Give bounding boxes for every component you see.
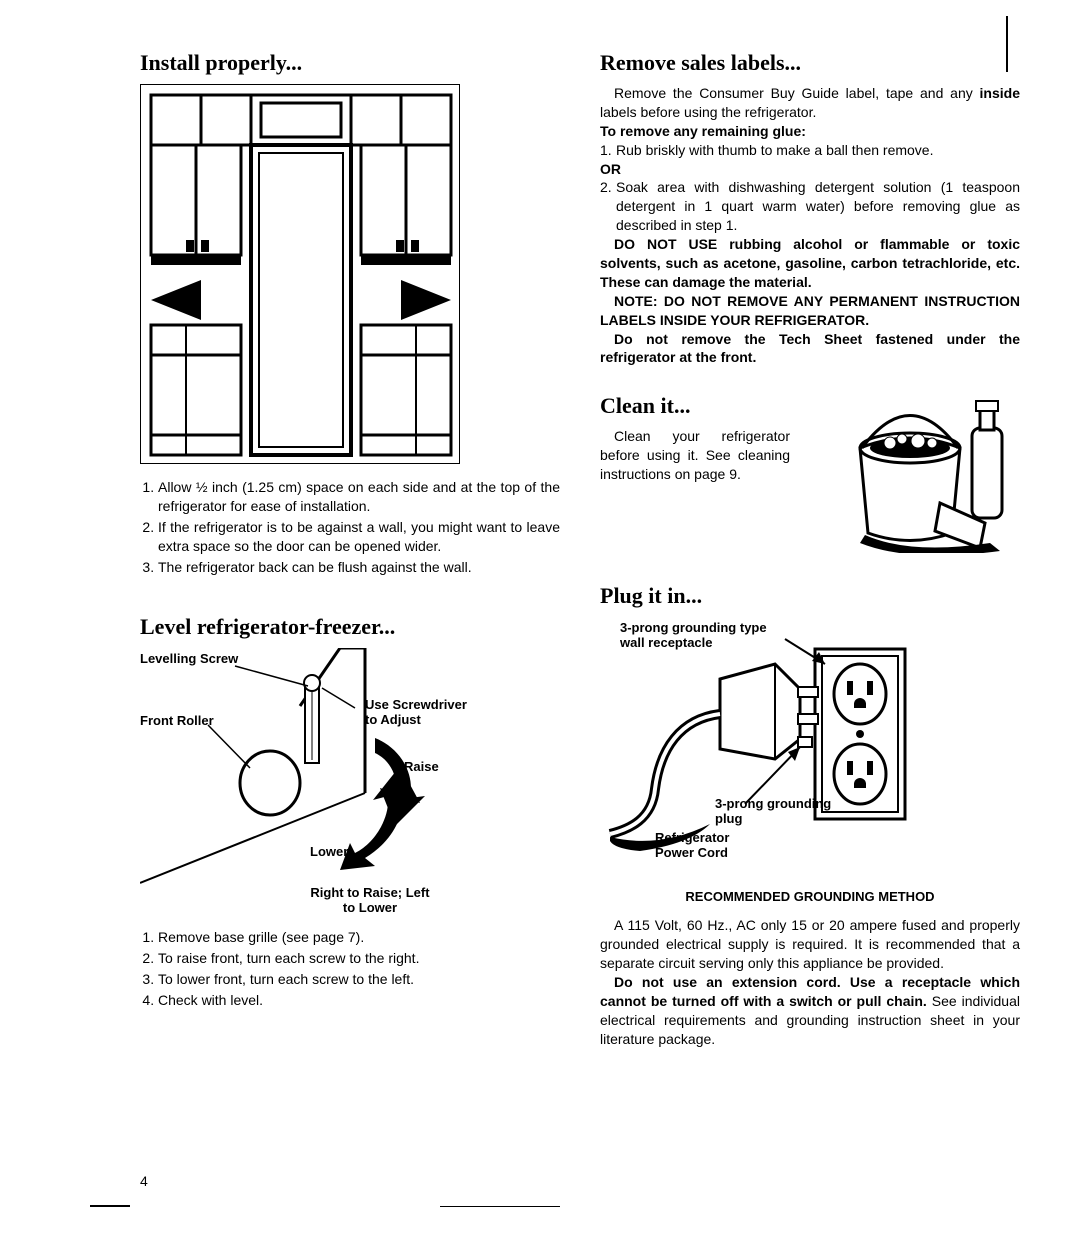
remove-step1: Rub briskly with thumb to make a ball th… — [616, 141, 1020, 160]
level-step: To raise front, turn each screw to the r… — [158, 949, 560, 968]
remove-heading: Remove sales labels... — [600, 50, 1020, 76]
text: Remove the Consumer Buy Guide label, tap… — [614, 85, 980, 101]
install-steps: Allow ½ inch (1.25 cm) space on each sid… — [140, 478, 560, 576]
level-figure: Levelling Screw Front Roller Use Screwdr… — [140, 648, 460, 918]
text-bold: inside — [980, 85, 1020, 101]
level-step: Check with level. — [158, 991, 560, 1010]
right-column: Remove sales labels... Remove the Consum… — [600, 50, 1020, 1049]
install-step: The refrigerator back can be flush again… — [158, 558, 560, 577]
plug-para2: Do not use an extension cord. Use a rece… — [600, 973, 1020, 1049]
level-step: To lower front, turn each screw to the l… — [158, 970, 560, 989]
label-use-screwdriver: Use Screwdriver to Adjust — [365, 698, 475, 727]
plug-figure: 3-prong grounding type wall receptacle 3… — [600, 619, 950, 879]
scan-mark — [1006, 16, 1008, 72]
label-levelling-screw: Levelling Screw — [140, 652, 238, 666]
install-figure — [140, 84, 460, 464]
install-step: Allow ½ inch (1.25 cm) space on each sid… — [158, 478, 560, 516]
clean-figure — [840, 393, 1020, 553]
remove-intro: Remove the Consumer Buy Guide label, tap… — [600, 84, 1020, 122]
grounding-caption: RECOMMENDED GROUNDING METHOD — [600, 889, 1020, 904]
scan-mark — [90, 1205, 130, 1207]
remove-warn2: NOTE: DO NOT REMOVE ANY PERMANENT INSTRU… — [600, 292, 1020, 330]
install-step: If the refrigerator is to be against a w… — [158, 518, 560, 556]
remove-subhead: To remove any remaining glue: — [600, 122, 1020, 141]
label-grounding-plug: 3-prong grounding plug — [715, 797, 855, 826]
level-steps: Remove base grille (see page 7). To rais… — [140, 928, 560, 1010]
install-heading: Install properly... — [140, 50, 560, 76]
level-step: Remove base grille (see page 7). — [158, 928, 560, 947]
label-power-cord: Refrigerator Power Cord — [655, 831, 765, 860]
page-number: 4 — [140, 1173, 148, 1189]
left-column: Install properly... — [140, 50, 560, 1049]
label-front-roller: Front Roller — [140, 714, 214, 728]
plug-para1: A 115 Volt, 60 Hz., AC only 15 or 20 amp… — [600, 916, 1020, 973]
scan-mark — [440, 1206, 560, 1207]
plug-heading: Plug it in... — [600, 583, 1020, 609]
text: labels before using the refrigerator. — [600, 104, 816, 120]
label-lower: Lower — [310, 845, 348, 859]
remove-warn1: DO NOT USE rubbing alcohol or flammable … — [600, 235, 1020, 292]
remove-step1-row: 1.Rub briskly with thumb to make a ball … — [600, 141, 1020, 160]
remove-step2-row: 2.Soak area with dishwashing detergent s… — [600, 178, 1020, 235]
remove-warn3: Do not remove the Tech Sheet fastened un… — [600, 330, 1020, 368]
level-heading: Level refrigerator-freezer... — [140, 614, 560, 640]
remove-step2: Soak area with dishwashing detergent sol… — [616, 178, 1020, 235]
label-receptacle: 3-prong grounding type wall receptacle — [620, 621, 790, 650]
remove-or: OR — [600, 160, 1020, 179]
label-right-left: Right to Raise; Left to Lower — [310, 886, 430, 915]
clean-text: Clean your refrigerator before using it.… — [600, 427, 790, 484]
label-raise: Raise — [404, 760, 439, 774]
